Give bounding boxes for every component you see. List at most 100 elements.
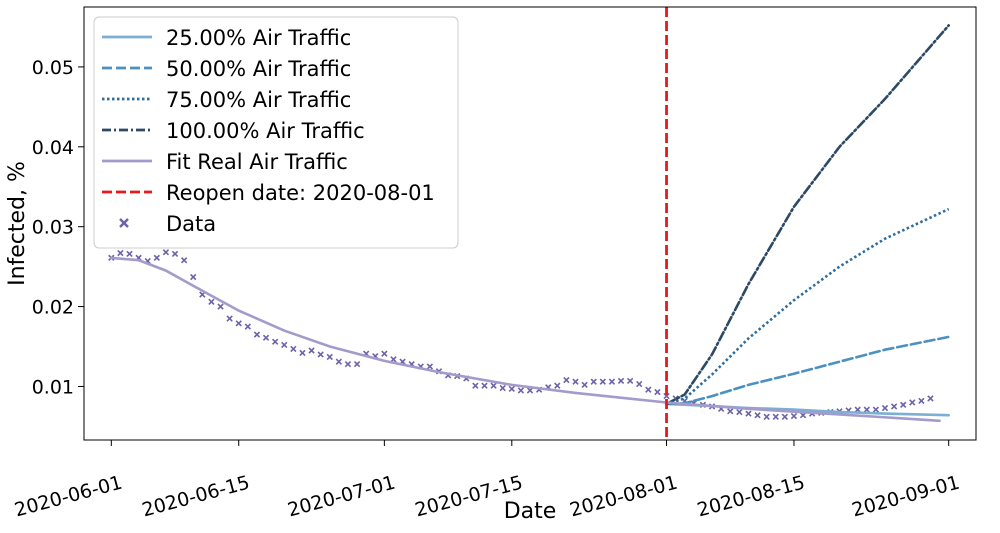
- data-point: [745, 410, 752, 417]
- y-axis: 0.01 0.02 0.03 0.04 0.05: [32, 57, 84, 398]
- data-point: [290, 345, 297, 353]
- legend-item: Data: [119, 212, 216, 236]
- data-point: [772, 413, 779, 420]
- data-point: [754, 412, 761, 419]
- data-point: [490, 382, 497, 389]
- legend-item: 100.00% Air Traffic: [102, 119, 365, 143]
- data-point: [626, 377, 634, 385]
- data-point: [344, 360, 352, 368]
- data-point: [654, 388, 661, 396]
- data-point: [736, 408, 743, 416]
- data-point: [317, 351, 324, 358]
- data-point: [244, 323, 252, 330]
- y-tick-label: 0.01: [32, 376, 74, 398]
- data-point: [881, 404, 889, 412]
- series-line-3: [666, 207, 950, 406]
- data-point: [508, 385, 515, 393]
- legend-label: 50.00% Air Traffic: [166, 57, 351, 81]
- data-markers-group: [108, 249, 934, 420]
- data-point: [517, 387, 525, 394]
- x-tick-label: 2020-08-15: [695, 472, 807, 522]
- legend: 25.00% Air Traffic 50.00% Air Traffic 75.0…: [93, 16, 459, 249]
- legend-item: Reopen date: 2020-08-01: [102, 181, 435, 205]
- data-point: [663, 392, 670, 400]
- legend-label: 100.00% Air Traffic: [166, 119, 365, 143]
- series-line-4: [665, 24, 950, 406]
- data-point: [863, 406, 870, 413]
- data-point: [918, 397, 925, 405]
- legend-item: 25.00% Air Traffic: [102, 26, 351, 50]
- data-point: [217, 303, 224, 310]
- x-tick-label: 2020-06-15: [140, 472, 252, 522]
- legend-label: Data: [166, 212, 216, 236]
- legend-label: Fit Real Air Traffic: [166, 150, 348, 174]
- legend-label: 25.00% Air Traffic: [166, 26, 351, 50]
- data-point: [153, 254, 160, 262]
- data-point: [790, 412, 798, 420]
- data-point: [909, 399, 916, 406]
- data-point: [617, 377, 625, 385]
- data-point: [299, 349, 306, 357]
- x-tick-label: 2020-07-01: [285, 472, 397, 522]
- data-point: [126, 250, 133, 258]
- data-point: [572, 378, 579, 385]
- data-point: [253, 331, 261, 338]
- data-point: [426, 363, 434, 370]
- data-point: [599, 378, 606, 385]
- y-axis-label: Infected, %: [5, 161, 30, 286]
- data-point: [226, 315, 233, 322]
- legend-item: 75.00% Air Traffic: [102, 88, 351, 112]
- legend-label: Reopen date: 2020-08-01: [166, 181, 435, 205]
- data-point: [117, 249, 124, 257]
- legend-item: 50.00% Air Traffic: [102, 57, 351, 81]
- data-point: [890, 403, 898, 410]
- data-point: [271, 338, 279, 345]
- series-lines-group: [110, 24, 950, 423]
- series-line-2: [665, 335, 950, 406]
- data-point: [190, 273, 197, 281]
- data-point: [481, 382, 488, 389]
- data-point: [390, 356, 397, 363]
- data-point: [235, 320, 242, 327]
- x-tick-label: 2020-08-01: [567, 472, 679, 522]
- legend-item: Fit Real Air Traffic: [102, 150, 348, 174]
- data-point: [590, 378, 597, 385]
- data-point: [900, 401, 907, 409]
- data-point: [927, 395, 934, 402]
- data-point: [563, 376, 570, 384]
- data-point: [281, 341, 288, 349]
- data-point: [381, 350, 388, 357]
- plot-frame: [83, 6, 977, 441]
- data-point: [526, 387, 534, 394]
- x-axis-label: Date: [504, 499, 557, 524]
- data-point: [353, 360, 361, 368]
- y-tick-label: 0.02: [32, 297, 74, 319]
- y-tick-label: 0.05: [32, 57, 74, 79]
- data-point: [472, 382, 479, 389]
- x-axis: 2020-06-01 2020-06-15 2020-07-01 2020-07-15…: [12, 440, 962, 521]
- data-point: [781, 413, 789, 420]
- data-point: [763, 413, 770, 420]
- y-tick-label: 0.04: [32, 137, 74, 159]
- data-point: [581, 381, 588, 389]
- data-point: [162, 249, 170, 256]
- data-point: [872, 406, 880, 413]
- legend-label: 75.00% Air Traffic: [166, 88, 351, 112]
- data-point: [326, 353, 333, 361]
- data-point: [171, 250, 179, 258]
- data-point: [180, 257, 188, 264]
- legend-box: [93, 16, 459, 249]
- x-tick-label: 2020-09-01: [850, 472, 962, 522]
- data-point: [608, 378, 616, 385]
- data-point: [308, 347, 315, 354]
- y-tick-label: 0.03: [32, 217, 74, 239]
- data-point: [499, 384, 506, 392]
- data-point: [262, 334, 270, 341]
- series-line-5: [110, 256, 941, 423]
- data-point: [727, 408, 734, 415]
- data-point: [645, 386, 652, 393]
- data-point: [554, 382, 561, 389]
- data-point: [636, 380, 643, 388]
